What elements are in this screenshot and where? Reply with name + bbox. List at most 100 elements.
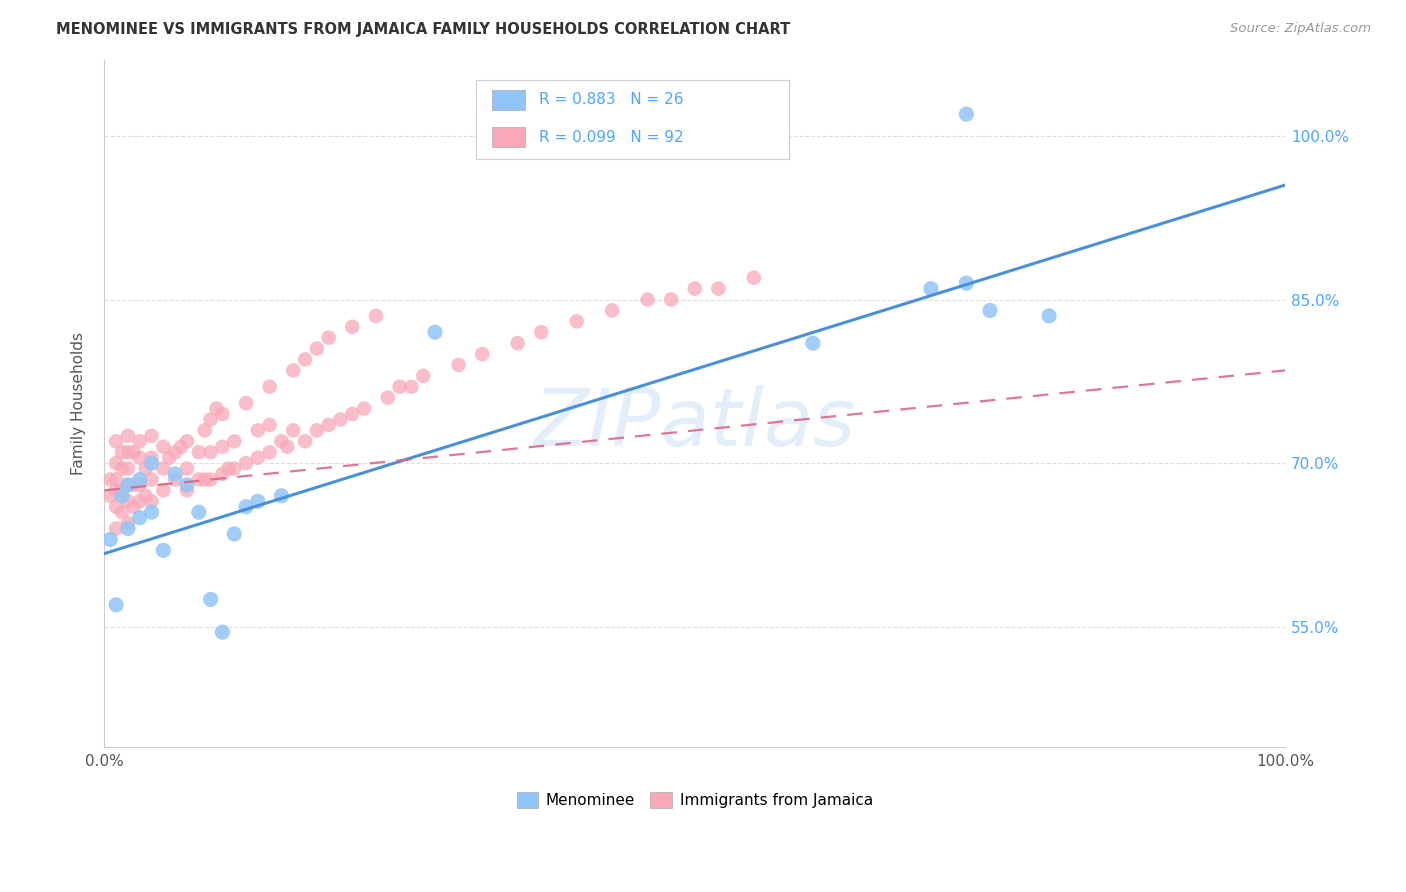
Point [98,533,121,547]
Point [105,598,128,612]
Point [801,336,824,351]
Point [170,440,193,454]
Point [111,483,134,498]
Point [506,336,529,351]
Point [117,478,139,492]
Point [259,380,281,394]
Point [637,293,659,307]
Point [157,450,180,465]
Point [176,483,198,498]
Point [187,445,209,459]
Point [194,423,217,437]
Point [318,331,340,345]
Point [152,461,174,475]
Point [342,407,364,421]
Point [283,363,305,377]
Point [128,450,150,465]
Point [187,505,209,519]
Point [122,478,145,492]
Point [353,401,375,416]
Text: ZIPatlas: ZIPatlas [534,384,856,463]
Point [270,434,292,449]
Point [224,434,246,449]
FancyBboxPatch shape [492,127,524,147]
Point [128,494,150,508]
Y-axis label: Family Households: Family Households [72,332,86,475]
Legend: Menominee, Immigrants from Jamaica: Menominee, Immigrants from Jamaica [510,786,879,814]
Point [377,391,399,405]
Point [224,461,246,475]
Point [200,445,222,459]
Point [105,483,128,498]
Text: R = 0.099   N = 92: R = 0.099 N = 92 [538,129,683,145]
Point [122,500,145,514]
Point [683,282,706,296]
Point [235,456,257,470]
Point [117,461,139,475]
Point [111,445,134,459]
Point [200,412,222,426]
Point [211,467,233,481]
Point [128,473,150,487]
Point [176,478,198,492]
Point [187,473,209,487]
FancyBboxPatch shape [477,80,789,159]
Point [211,440,233,454]
Point [224,527,246,541]
Point [955,107,977,121]
Point [471,347,494,361]
Text: MENOMINEE VS IMMIGRANTS FROM JAMAICA FAMILY HOUSEHOLDS CORRELATION CHART: MENOMINEE VS IMMIGRANTS FROM JAMAICA FAM… [56,22,790,37]
Point [141,456,163,470]
Point [105,522,128,536]
Point [117,516,139,530]
Point [270,489,292,503]
Point [128,434,150,449]
Point [447,358,470,372]
Point [105,473,128,487]
Point [530,325,553,339]
Point [165,445,187,459]
Point [117,522,139,536]
Point [176,434,198,449]
Point [152,483,174,498]
Point [600,303,623,318]
Point [920,282,942,296]
Point [122,445,145,459]
Point [329,412,352,426]
Point [217,461,239,475]
Point [176,461,198,475]
Point [98,473,121,487]
Point [111,505,134,519]
Point [342,319,364,334]
Point [246,423,269,437]
Point [364,309,387,323]
Point [135,461,157,475]
Point [276,440,298,454]
Point [111,489,134,503]
Point [200,592,222,607]
Point [235,500,257,514]
Point [246,450,269,465]
Text: R = 0.883   N = 26: R = 0.883 N = 26 [538,93,683,107]
Point [318,417,340,432]
Point [117,478,139,492]
Point [294,434,316,449]
Point [141,450,163,465]
Point [707,282,730,296]
Point [979,303,1001,318]
Point [259,445,281,459]
Point [742,270,765,285]
Point [211,407,233,421]
Point [194,473,217,487]
Point [128,478,150,492]
Point [152,543,174,558]
Point [955,276,977,290]
Point [211,625,233,640]
Point [141,473,163,487]
Point [388,380,411,394]
Point [412,368,434,383]
Point [165,473,187,487]
Point [423,325,446,339]
Point [105,456,128,470]
Point [135,489,157,503]
